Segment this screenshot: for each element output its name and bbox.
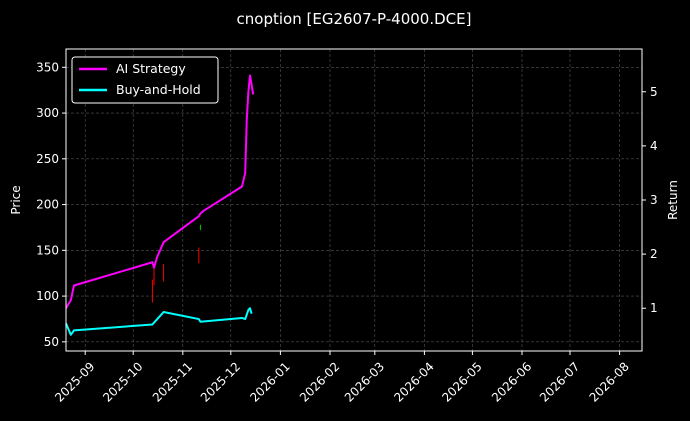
y-tick-label: 350: [36, 60, 59, 74]
legend-label-buy-and-hold: Buy-and-Hold: [116, 82, 201, 97]
legend-label-ai-strategy: AI Strategy: [116, 61, 186, 76]
y-axis-left: 50 100 150 200 250 300 350: [36, 60, 66, 349]
y-axis-right: 1 2 3 4 5: [642, 85, 658, 315]
y2-tick-label: 2: [650, 247, 658, 261]
price-bars: [151, 224, 201, 303]
y2-tick-label: 3: [650, 193, 658, 207]
y2-tick-label: 5: [650, 85, 658, 99]
legend: AI Strategy Buy-and-Hold: [71, 56, 219, 104]
y-tick-label: 300: [36, 106, 59, 120]
y-tick-label: 100: [36, 289, 59, 303]
y-tick-label: 150: [36, 243, 59, 257]
series-line-buy-and-hold: [65, 307, 253, 336]
y-axis-label: Price: [9, 185, 23, 214]
chart-title: cnoption [EG2607-P-4000.DCE]: [237, 10, 472, 28]
y2-tick-label: 1: [650, 301, 658, 315]
y2-axis-label: Return: [666, 180, 680, 220]
y-tick-label: 50: [44, 335, 59, 349]
series-line-ai-strategy: [65, 74, 255, 309]
legend-box: [71, 56, 219, 104]
series-lines: [65, 74, 255, 336]
y-tick-label: 200: [36, 198, 59, 212]
y2-tick-label: 4: [650, 139, 658, 153]
y-tick-label: 250: [36, 152, 59, 166]
